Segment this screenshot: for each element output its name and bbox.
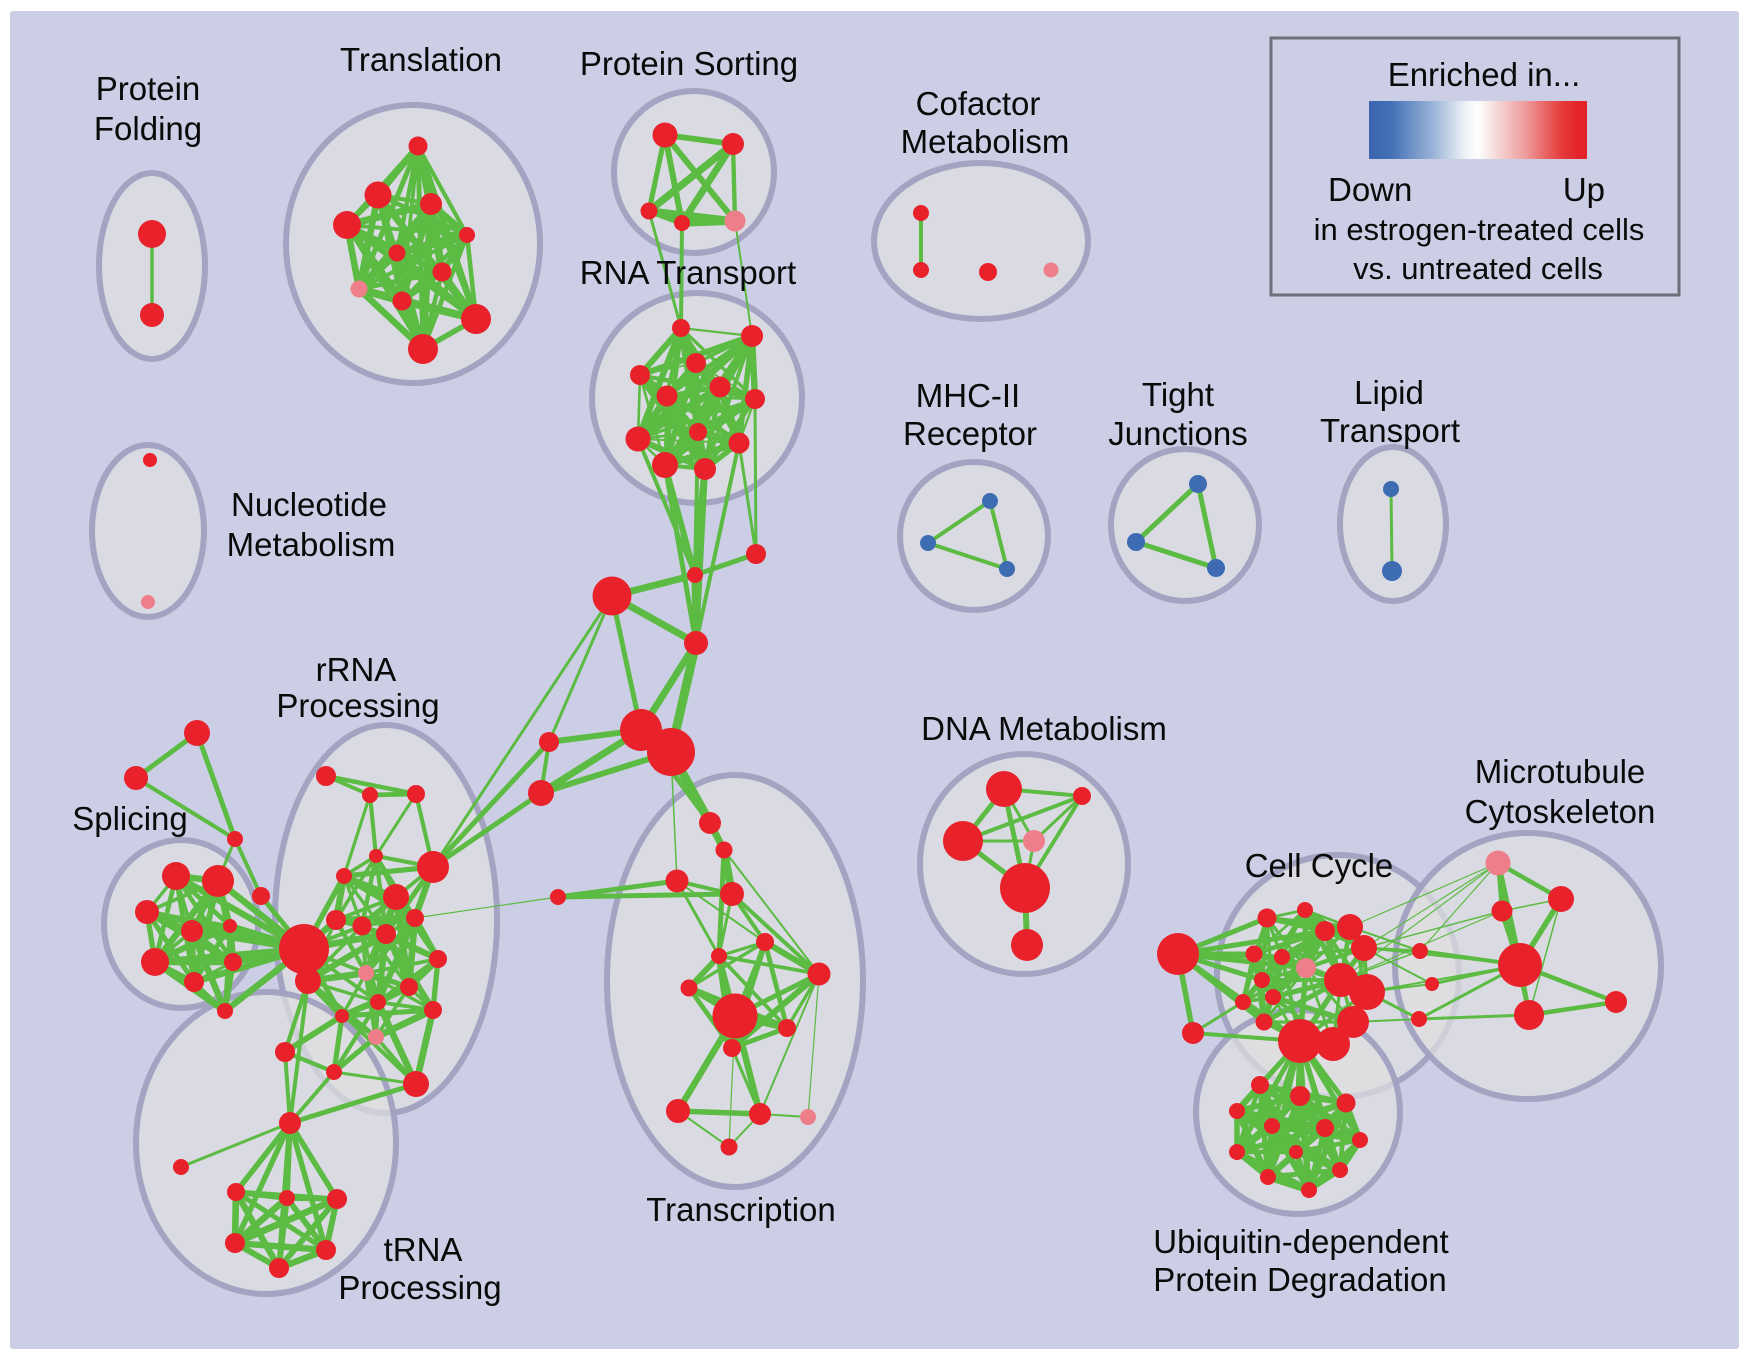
svg-text:tRNA: tRNA (384, 1231, 463, 1268)
svg-text:DNA Metabolism: DNA Metabolism (921, 710, 1167, 747)
svg-text:Up: Up (1563, 171, 1605, 208)
svg-text:Cytoskeleton: Cytoskeleton (1465, 793, 1656, 830)
svg-text:Translation: Translation (340, 41, 502, 78)
svg-text:Splicing: Splicing (72, 800, 188, 837)
svg-text:Cell Cycle: Cell Cycle (1245, 847, 1394, 884)
svg-text:Transport: Transport (1320, 412, 1460, 449)
svg-text:Processing: Processing (338, 1269, 501, 1306)
svg-text:Microtubule: Microtubule (1475, 753, 1646, 790)
svg-text:MHC-II: MHC-II (916, 377, 1020, 414)
svg-text:Folding: Folding (94, 110, 202, 147)
svg-text:Metabolism: Metabolism (227, 526, 396, 563)
svg-text:in estrogen-treated cells: in estrogen-treated cells (1314, 212, 1645, 247)
svg-text:Lipid: Lipid (1354, 374, 1424, 411)
svg-text:Cofactor: Cofactor (916, 85, 1041, 122)
svg-text:Nucleotide: Nucleotide (231, 486, 387, 523)
svg-text:Transcription: Transcription (646, 1191, 836, 1228)
svg-text:Down: Down (1328, 171, 1412, 208)
svg-text:Ubiquitin-dependent: Ubiquitin-dependent (1153, 1223, 1448, 1260)
svg-text:Junctions: Junctions (1108, 415, 1247, 452)
svg-text:RNA Transport: RNA Transport (580, 254, 796, 291)
svg-text:Protein Degradation: Protein Degradation (1153, 1261, 1447, 1298)
svg-text:rRNA: rRNA (316, 651, 397, 688)
svg-text:Protein Sorting: Protein Sorting (580, 45, 798, 82)
svg-text:Tight: Tight (1142, 376, 1214, 413)
svg-text:Metabolism: Metabolism (901, 123, 1070, 160)
svg-text:Receptor: Receptor (903, 415, 1037, 452)
svg-text:Processing: Processing (276, 687, 439, 724)
svg-text:vs. untreated cells: vs. untreated cells (1353, 251, 1603, 286)
svg-text:Enriched in...: Enriched in... (1388, 56, 1581, 93)
svg-text:Protein: Protein (96, 70, 201, 107)
